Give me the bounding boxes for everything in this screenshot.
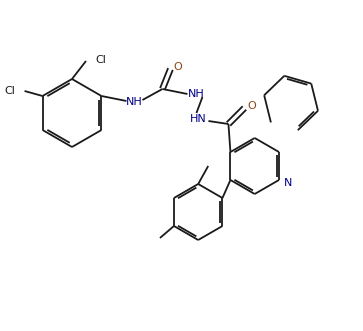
Text: O: O	[247, 101, 256, 111]
Text: Cl: Cl	[5, 86, 16, 96]
Text: Cl: Cl	[95, 55, 106, 65]
Text: HN: HN	[190, 114, 207, 124]
Text: NH: NH	[126, 97, 143, 107]
Text: NH: NH	[188, 89, 205, 99]
Text: O: O	[173, 62, 182, 72]
Text: N: N	[284, 178, 292, 188]
